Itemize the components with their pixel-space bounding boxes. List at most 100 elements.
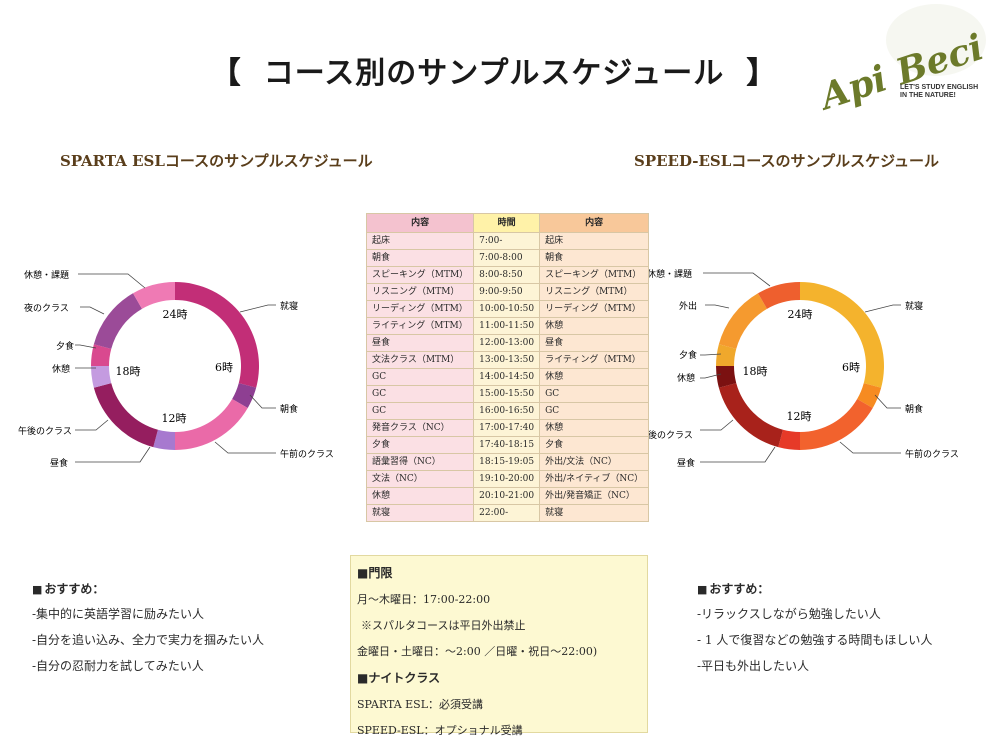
time-cell: 12:00-13:00 <box>473 334 541 352</box>
seg-label: 休憩・課題 <box>24 269 69 281</box>
schedule-table: 内容 時間 内容 起床 7:00- 起床 朝食 7:00-8:00 朝食 スピーキング（MT… <box>365 213 650 522</box>
sparta-cell: スピーキング（MTM） <box>365 266 475 284</box>
reco-item: -自分の忍耐力を試してみたい人 <box>32 659 204 673</box>
night-speed: SPEED-ESL：オプショナル受講 <box>357 724 523 737</box>
donut-segment <box>153 429 175 450</box>
center-label: 6時 <box>842 361 860 374</box>
donut-segments <box>91 282 259 450</box>
sparta-cell: 発音クラス（NC） <box>365 419 475 437</box>
donut-segment <box>800 399 873 450</box>
seg-label: 就寝 <box>905 300 923 312</box>
time-cell: 15:00-15:50 <box>473 385 541 403</box>
speed-cell: 休憩 <box>539 419 650 437</box>
seg-label: 昼食 <box>677 457 695 469</box>
sparta-cell: 起床 <box>365 232 475 250</box>
seg-label: 休憩 <box>677 372 695 384</box>
speed-cell: リスニング（MTM） <box>539 283 650 301</box>
speed-section-title: SPEED-ESLコースのサンプルスケジュール <box>634 152 940 170</box>
speed-cell: GC <box>539 385 650 403</box>
speed-cell: 外出/ネイティブ（NC） <box>539 470 650 488</box>
sparta-cell: 休憩 <box>365 487 475 505</box>
sparta-recommendation: ■ おすすめ： -集中的に英語学習に励みたい人 -自分を追い込み、全力で実力を掴み… <box>32 580 264 683</box>
sparta-cell: GC <box>365 385 475 403</box>
sparta-cell: 文法（NC） <box>365 470 475 488</box>
speed-recommendation: ■ おすすめ： -リラックスしながら勉強したい人 - 1 人で復習などの勉強する時… <box>697 580 932 683</box>
sparta-cell: リーディング（MTM） <box>365 300 475 318</box>
speed-cell: スピーキング（MTM） <box>539 266 650 284</box>
title-text: コース別のサンプルスケジュール <box>263 56 725 91</box>
api-beci-logo: Api Beci <box>813 4 988 118</box>
time-cell: 7:00- <box>473 232 541 250</box>
table-row: 夕食 17:40-18:15 夕食 <box>365 436 650 454</box>
table-row: リーディング（MTM） 10:00-10:50 リーディング（MTM） <box>365 300 650 318</box>
table-row: 就寝 22:00- 就寝 <box>365 504 650 522</box>
seg-label: 休憩・課題 <box>647 268 692 280</box>
speed-cell: 休憩 <box>539 368 650 386</box>
speed-cell: 起床 <box>539 232 650 250</box>
time-cell: 9:00-9:50 <box>473 283 541 301</box>
sparta-cell: GC <box>365 402 475 420</box>
reco-item: -リラックスしながら勉強したい人 <box>697 607 881 621</box>
sparta-section-title: SPARTA ESLコースのサンプルスケジュール <box>60 152 373 170</box>
center-label: 12時 <box>162 412 187 425</box>
donut-segments <box>716 282 884 450</box>
donut-segment <box>758 282 800 309</box>
time-cell: 19:10-20:00 <box>473 470 541 488</box>
donut-segment <box>718 383 783 448</box>
page-title: 【コース別のサンプルスケジュール】 <box>0 48 988 92</box>
sparta-cell: ライティング（MTM） <box>365 317 475 335</box>
table-row: 文法クラス（MTM） 13:00-13:50 ライティング（MTM） <box>365 351 650 369</box>
speed-cell: 夕食 <box>539 436 650 454</box>
donut-segment <box>93 383 158 448</box>
sparta-cell: 文法クラス（MTM） <box>365 351 475 369</box>
seg-label: 午前のクラス <box>280 448 334 460</box>
square-bullet-icon: ■ <box>357 566 369 580</box>
donut-segment <box>232 383 257 408</box>
table-row: 朝食 7:00-8:00 朝食 <box>365 249 650 267</box>
square-bullet-icon: ■ <box>697 583 708 596</box>
center-label: 18時 <box>743 365 768 378</box>
time-cell: 22:00- <box>473 504 541 522</box>
table-row: 語彙習得（NC） 18:15-19:05 外出/文法（NC） <box>365 453 650 471</box>
curfew-note: ※スパルタコースは平日外出禁止 <box>361 619 526 632</box>
seg-label: 外出 <box>679 300 697 312</box>
time-cell: 16:00-16:50 <box>473 402 541 420</box>
header-time: 時間 <box>473 213 541 233</box>
curfew-heading: 門限 <box>368 566 393 580</box>
table-row: GC 15:00-15:50 GC <box>365 385 650 403</box>
sparta-cell: GC <box>365 368 475 386</box>
speed-cell: 朝食 <box>539 249 650 267</box>
reco-item: - 1 人で復習などの勉強する時間もほしい人 <box>697 633 933 647</box>
night-class-heading: ナイトクラス <box>368 671 441 685</box>
table-header-row: 内容 時間 内容 <box>365 213 650 233</box>
sparta-cell: リスニング（MTM） <box>365 283 475 301</box>
reco-item: -自分を追い込み、全力で実力を掴みたい人 <box>32 633 265 647</box>
time-cell: 14:00-14:50 <box>473 368 541 386</box>
table-row: 休憩 20:10-21:00 外出/発音矯正（NC） <box>365 487 650 505</box>
center-label: 24時 <box>788 308 813 321</box>
donut-segment <box>857 383 882 408</box>
time-cell: 11:00-11:50 <box>473 317 541 335</box>
seg-label: 午後のクラス <box>18 425 72 437</box>
rules-box: ■門限 月〜木曜日：17:00-22:00 ※スパルタコースは平日外出禁止 金曜… <box>350 555 648 737</box>
speed-cell: 就寝 <box>539 504 650 522</box>
speed-cell: リーディング（MTM） <box>539 300 650 318</box>
title-bracket-open: 【 <box>210 56 242 91</box>
seg-label: 夜のクラス <box>24 302 69 314</box>
donut-segment <box>716 366 737 388</box>
header-sparta-content: 内容 <box>365 213 475 233</box>
seg-label: 朝食 <box>905 403 923 415</box>
donut-segment <box>93 293 142 349</box>
square-bullet-icon: ■ <box>357 671 369 685</box>
time-cell: 20:10-21:00 <box>473 487 541 505</box>
sparta-cell: 朝食 <box>365 249 475 267</box>
seg-label: 午前のクラス <box>905 448 959 460</box>
table-row: ライティング（MTM） 11:00-11:50 休憩 <box>365 317 650 335</box>
time-cell: 17:00-17:40 <box>473 419 541 437</box>
curfew-weekend: 金曜日・土曜日：〜2:00 ／日曜・祝日〜22:00) <box>357 645 598 658</box>
speed-cell: 外出/発音矯正（NC） <box>539 487 650 505</box>
seg-label: 就寝 <box>280 300 298 312</box>
seg-label: 昼食 <box>50 457 68 469</box>
night-sparta: SPARTA ESL：必須受講 <box>357 698 484 711</box>
table-row: スピーキング（MTM） 8:00-8:50 スピーキング（MTM） <box>365 266 650 284</box>
